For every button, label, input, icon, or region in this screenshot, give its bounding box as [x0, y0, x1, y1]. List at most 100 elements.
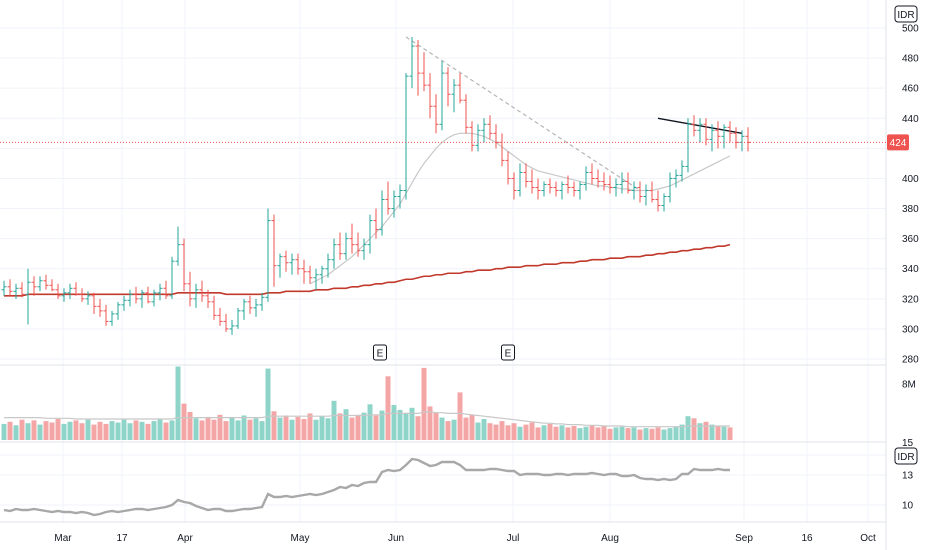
ohlc-bar [391, 190, 397, 218]
volume-bar [673, 426, 679, 440]
volume-bar [259, 421, 265, 440]
volume-bar [667, 428, 673, 440]
volume-bar [313, 419, 319, 440]
ohlc-bar [529, 169, 535, 194]
ohlc-bar [163, 280, 169, 299]
volume-bar [283, 415, 289, 440]
ohlc-bar [49, 279, 55, 292]
volume-bar [55, 419, 61, 440]
currency-badge-indicator[interactable]: IDR [894, 447, 918, 465]
ohlc-bar [415, 40, 421, 96]
time-tick-label: 17 [116, 533, 128, 544]
volume-bar [529, 422, 535, 440]
volume-bar [109, 421, 115, 440]
volume-bar [145, 423, 151, 440]
ohlc-bar [127, 289, 133, 307]
ohlc-bar [79, 288, 85, 302]
volume-bar [97, 421, 103, 440]
ohlc-bar [121, 295, 127, 311]
ohlc-bar [1, 280, 7, 296]
volume-bar [199, 420, 205, 440]
ohlc-bar [559, 181, 565, 200]
indicator-line-path [3, 457, 730, 517]
ohlc-bar [235, 307, 241, 329]
volume-bar [457, 392, 463, 440]
volume-bar [175, 366, 181, 440]
volume-bar [91, 424, 97, 440]
volume-bar [547, 423, 553, 440]
ohlc-bar [109, 310, 115, 326]
ohlc-bar [73, 282, 79, 296]
volume-bar [511, 423, 517, 440]
volume-bar [559, 425, 565, 440]
ohlc-bar [97, 298, 103, 317]
volume-bar [589, 425, 595, 440]
ohlc-bar [223, 313, 229, 332]
ohlc-bar [697, 118, 703, 143]
volume-bar [79, 423, 85, 440]
volume-bar [7, 421, 13, 440]
volume-bar [163, 422, 169, 440]
ohlc-bar [541, 181, 547, 197]
ohlc-bar [331, 238, 337, 269]
ohlc-bar [19, 282, 25, 298]
volume-bar [49, 422, 55, 440]
volume-bar [583, 426, 589, 440]
ohlc-bar [133, 286, 139, 304]
volume-bar [217, 414, 223, 440]
time-tick-label: Aug [601, 533, 619, 544]
time-tick-label: May [291, 533, 310, 544]
moving-averages [4, 132, 731, 297]
ohlc-bar [43, 274, 49, 290]
volume-bar [67, 421, 73, 440]
price-tick-label: 460 [902, 84, 919, 95]
volume-bar [295, 416, 301, 440]
volume-bar [445, 421, 451, 440]
ohlc-bar [301, 259, 307, 284]
price-bars [1, 37, 751, 335]
volume-bar [271, 411, 277, 440]
time-tick-label: Jul [507, 533, 520, 544]
ohlc-bar [439, 61, 445, 131]
volume-bar [637, 429, 643, 440]
time-tick-label: Oct [860, 533, 876, 544]
volume-ma-line [4, 411, 730, 428]
currency-badge-price[interactable]: IDR [894, 5, 918, 23]
volume-bar [25, 423, 31, 440]
volume-bar [103, 423, 109, 440]
ohlc-bar [703, 118, 709, 146]
price-tick-label: 400 [902, 174, 919, 185]
price-tick-label: 380 [902, 204, 919, 215]
currency-label-price: IDR [897, 10, 914, 21]
volume-bar [133, 420, 139, 440]
volume-bar [709, 424, 715, 440]
ohlc-bar [685, 118, 691, 173]
ohlc-bar [55, 283, 61, 299]
volume-bar [613, 427, 619, 440]
ohlc-bar [169, 256, 175, 299]
price-tick-label: 280 [902, 355, 919, 366]
ohlc-bar [283, 250, 289, 272]
time-tick-label: Jun [388, 533, 404, 544]
ohlc-bar [361, 238, 367, 260]
earnings-marker-box [373, 344, 387, 361]
volume-bar [301, 419, 307, 440]
ohlc-bar [205, 289, 211, 308]
ohlc-bar [649, 181, 655, 203]
volume-bar [697, 423, 703, 440]
volume-bar [241, 415, 247, 440]
volume-bar [31, 420, 37, 440]
ohlc-bar [643, 184, 649, 206]
ohlc-bar [313, 268, 319, 290]
volume-bar [13, 425, 19, 440]
volume-bar [499, 421, 505, 440]
volume-bar [343, 409, 349, 440]
ohlc-bar [13, 283, 19, 299]
volume-bar [181, 403, 187, 440]
volume-bar [421, 367, 427, 440]
ohlc-bar [295, 253, 301, 275]
volume-bar [427, 406, 433, 440]
ohlc-bar [661, 193, 667, 212]
